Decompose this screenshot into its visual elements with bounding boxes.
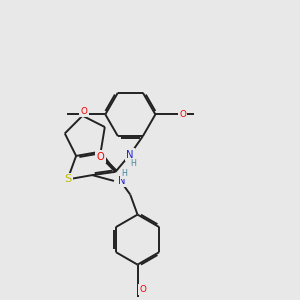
Text: N: N [118, 176, 126, 186]
Text: H: H [130, 160, 136, 169]
Text: S: S [64, 174, 71, 184]
Text: O: O [81, 107, 88, 116]
Text: O: O [139, 285, 146, 294]
Text: N: N [126, 150, 134, 160]
Text: H: H [121, 169, 127, 178]
Text: O: O [97, 152, 104, 162]
Text: O: O [179, 110, 186, 119]
